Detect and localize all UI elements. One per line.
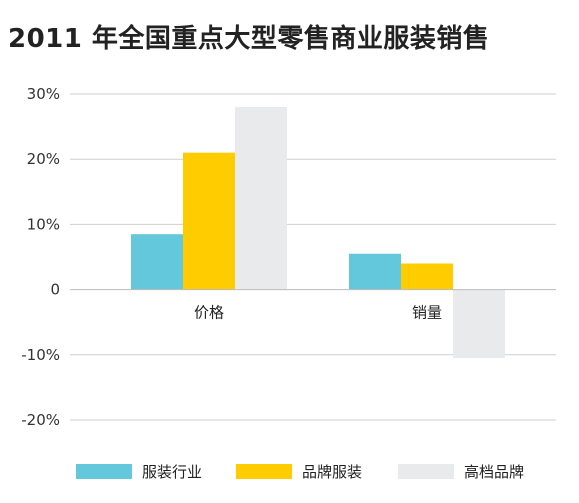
category-label: 销量: [412, 304, 442, 322]
legend-item-series-1: 服装行业: [76, 459, 202, 483]
bar-3-2: [453, 289, 505, 359]
y-tick-label: 20%: [27, 150, 60, 168]
bar-1-1: [131, 234, 183, 290]
bar-2-2: [401, 263, 453, 290]
legend-label: 服装行业: [142, 462, 203, 481]
category-label: 价格: [194, 304, 224, 322]
legend-swatch: [398, 463, 454, 479]
y-axis-ticks: 30% 20% 10% 0 -10% -20%: [21, 85, 60, 429]
legend-label: 品牌服装: [302, 462, 363, 481]
chart-title: 2011 年全国重点大型零售商业服装销售: [8, 24, 490, 54]
legend-item-series-3: 高档品牌: [398, 459, 524, 483]
legend-label: 高档品牌: [464, 462, 525, 481]
y-tick-label: -10%: [21, 346, 60, 364]
y-tick-label: -20%: [21, 411, 60, 429]
y-tick-label: 0: [50, 281, 60, 299]
bar-2-1: [183, 152, 235, 290]
y-tick-label: 30%: [27, 85, 60, 103]
legend-swatch: [236, 463, 292, 479]
category-labels: 价格 销量: [194, 304, 442, 322]
y-tick-label: 10%: [27, 215, 60, 233]
gridlines: [70, 93, 556, 421]
bar-1-2: [349, 253, 401, 290]
legend-item-series-2: 品牌服装: [236, 459, 362, 483]
legend: 服装行业 品牌服装 高档品牌: [0, 459, 579, 483]
bars: [131, 107, 505, 359]
bar-3-1: [235, 107, 287, 290]
legend-swatch: [76, 463, 132, 479]
